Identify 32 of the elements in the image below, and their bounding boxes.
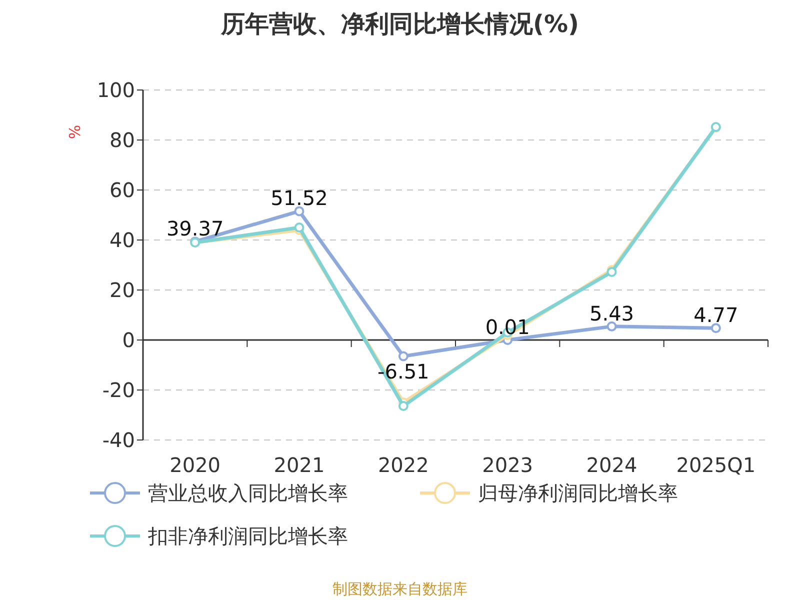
y-tick-label: 20 xyxy=(110,278,135,302)
y-tick-label: 40 xyxy=(110,228,135,252)
point xyxy=(398,401,408,411)
y-tick-label: 100 xyxy=(96,78,135,102)
x-tick-label: 2025Q1 xyxy=(676,453,756,477)
data-label: 39.37 xyxy=(166,216,224,241)
legend-label: 扣非净利润同比增长率 xyxy=(147,524,348,548)
data-label: 4.77 xyxy=(694,303,738,328)
y-tick-label: 80 xyxy=(110,128,135,152)
point xyxy=(710,323,721,334)
x-tick-label: 2022 xyxy=(378,453,429,477)
y-axis-title: % xyxy=(66,124,84,140)
data-label: 0.01 xyxy=(485,314,530,339)
x-tick-label: 2020 xyxy=(170,453,221,477)
legend-label: 营业总收入同比增长率 xyxy=(148,481,348,505)
chart-title: 历年营收、净利同比增长情况(%) xyxy=(220,10,579,38)
y-tick-label: 0 xyxy=(122,328,135,352)
x-tick-label: 2021 xyxy=(274,453,325,477)
legend-label: 归母净利润同比增长率 xyxy=(478,481,678,505)
y-tick-label: 60 xyxy=(110,178,135,202)
text: 制图数据来自数据库 xyxy=(332,580,468,598)
data-label: 5.43 xyxy=(589,301,634,326)
x-tick-label: 2024 xyxy=(586,453,638,477)
point xyxy=(398,351,408,362)
data-label: -6.51 xyxy=(378,359,430,384)
y-tick-label: -40 xyxy=(102,428,135,452)
point xyxy=(606,321,617,332)
point xyxy=(294,206,304,216)
x-tick-label: 2023 xyxy=(482,453,534,477)
y-tick-label: -20 xyxy=(102,378,135,402)
point xyxy=(294,222,304,232)
data-label: 51.52 xyxy=(270,186,328,210)
